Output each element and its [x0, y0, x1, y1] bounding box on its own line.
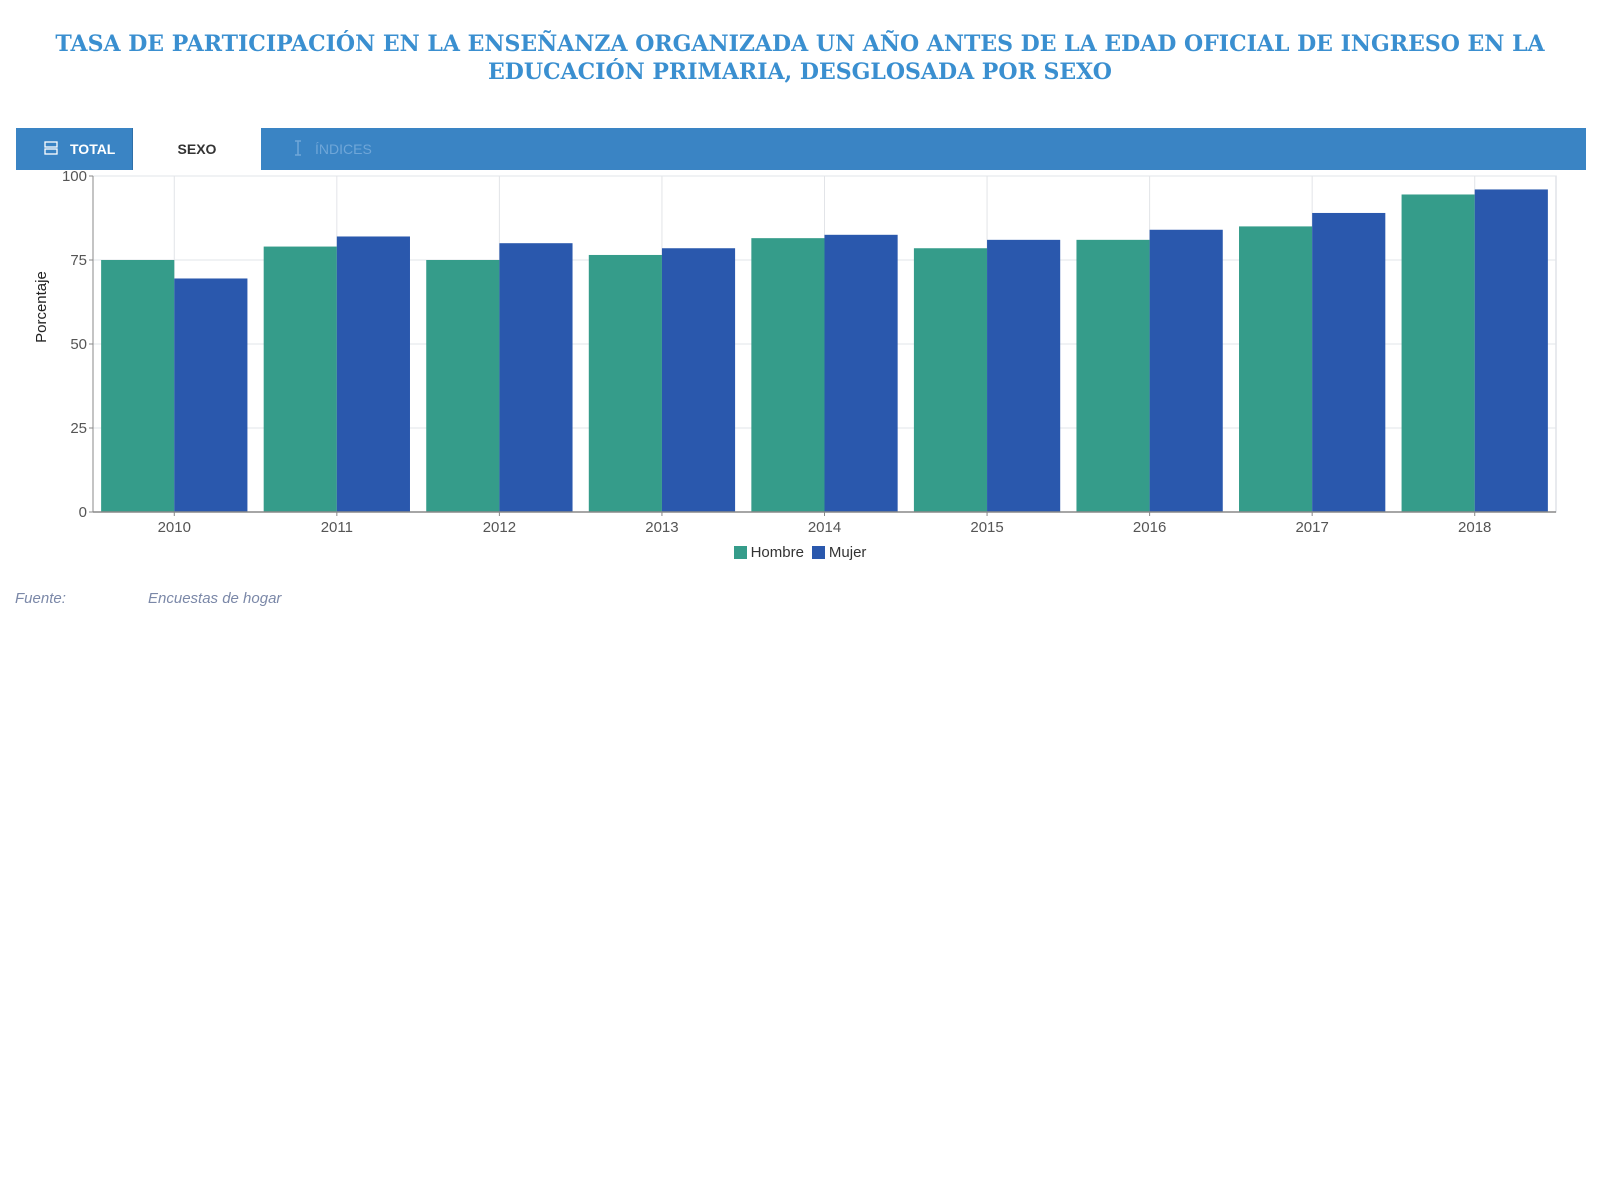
- bar-hombre-2011[interactable]: [263, 246, 337, 512]
- tab-sexo-label: SEXO: [177, 141, 217, 157]
- bar-mujer-2016[interactable]: [1149, 229, 1223, 512]
- bar-hombre-2016[interactable]: [1076, 239, 1150, 512]
- tab-total[interactable]: TOTAL: [16, 128, 133, 170]
- x-tick-label: 2016: [1133, 519, 1166, 536]
- bar-mujer-2017[interactable]: [1312, 212, 1386, 512]
- x-tick-label: 2018: [1458, 519, 1491, 536]
- bar-mujer-2014[interactable]: [824, 234, 898, 513]
- y-tick-label: 75: [70, 252, 87, 269]
- legend-label: Mujer: [828, 544, 867, 561]
- y-tick-label: 25: [70, 420, 87, 437]
- y-axis-label: Porcentaje: [33, 271, 50, 343]
- bar-hombre-2017[interactable]: [1239, 226, 1313, 512]
- bar-mujer-2010[interactable]: [174, 278, 248, 512]
- bar-hombre-2010[interactable]: [101, 260, 175, 512]
- bar-mujer-2018[interactable]: [1474, 189, 1548, 512]
- bar-hombre-2015[interactable]: [913, 248, 988, 512]
- x-tick-label: 2012: [483, 519, 516, 536]
- y-tick-label: 0: [79, 504, 87, 521]
- tab-indices[interactable]: ÍNDICES: [261, 128, 461, 170]
- bar-mujer-2015[interactable]: [987, 239, 1061, 512]
- x-tick-label: 2013: [645, 519, 678, 536]
- bar-mujer-2013[interactable]: [661, 248, 736, 512]
- x-tick-label: 2010: [158, 519, 191, 536]
- table-icon: [44, 140, 58, 158]
- legend-label: Hombre: [750, 544, 804, 561]
- tab-sexo[interactable]: SEXO: [133, 128, 261, 170]
- bar-chart: 0 25 50 75 100 2010 2011 2012 2013 2014 2015 2016 20…: [33, 170, 1557, 536]
- x-tick-label: 2014: [808, 519, 841, 536]
- bar-hombre-2013[interactable]: [588, 254, 662, 512]
- x-tick-label: 2015: [970, 519, 1003, 536]
- tab-bar: TOTAL SEXO ÍNDICES: [16, 128, 1586, 170]
- chart-title: TASA DE PARTICIPACIÓN EN LA ENSEÑANZA OR…: [55, 31, 1545, 85]
- legend-swatch: [733, 546, 747, 559]
- bar-mujer-2012[interactable]: [499, 243, 573, 512]
- bar-mujer-2011[interactable]: [336, 236, 410, 512]
- tab-indices-label: ÍNDICES: [315, 141, 372, 157]
- tab-total-label: TOTAL: [70, 141, 116, 157]
- bar-hombre-2018[interactable]: [1401, 194, 1475, 513]
- bar-hombre-2012[interactable]: [426, 260, 500, 512]
- legend-swatch: [811, 546, 825, 559]
- chart-legend: Hombre Mujer: [0, 544, 1600, 563]
- source-value: Encuestas de hogar: [148, 590, 282, 607]
- x-tick-label: 2017: [1295, 519, 1328, 536]
- legend-item-hombre[interactable]: Hombre: [733, 544, 804, 561]
- source-label: Fuente:: [15, 590, 66, 607]
- index-icon: [293, 139, 303, 159]
- bar-hombre-2014[interactable]: [751, 238, 825, 512]
- legend-item-mujer[interactable]: Mujer: [811, 544, 867, 561]
- y-tick-label: 100: [62, 170, 87, 185]
- y-tick-label: 50: [70, 336, 87, 353]
- x-tick-label: 2011: [321, 519, 353, 536]
